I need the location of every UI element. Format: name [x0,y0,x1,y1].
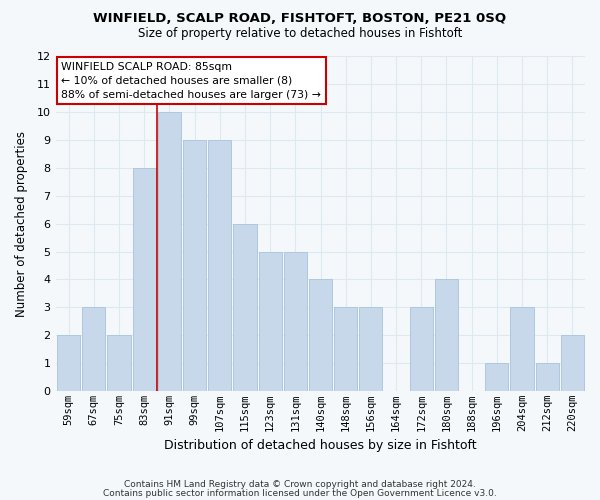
Y-axis label: Number of detached properties: Number of detached properties [15,130,28,316]
Bar [561,335,584,391]
Bar [511,308,533,391]
Bar [183,140,206,391]
Bar [284,252,307,391]
Bar [208,140,232,391]
Bar [107,335,131,391]
Text: WINFIELD, SCALP ROAD, FISHTOFT, BOSTON, PE21 0SQ: WINFIELD, SCALP ROAD, FISHTOFT, BOSTON, … [94,12,506,26]
Bar [309,280,332,391]
Text: Size of property relative to detached houses in Fishtoft: Size of property relative to detached ho… [138,28,462,40]
Bar [259,252,282,391]
Bar [334,308,357,391]
Text: Contains HM Land Registry data © Crown copyright and database right 2024.: Contains HM Land Registry data © Crown c… [124,480,476,489]
Bar [82,308,106,391]
X-axis label: Distribution of detached houses by size in Fishtoft: Distribution of detached houses by size … [164,440,477,452]
Bar [133,168,156,391]
Bar [158,112,181,391]
Bar [57,335,80,391]
Bar [485,363,508,391]
Bar [435,280,458,391]
Bar [536,363,559,391]
Bar [410,308,433,391]
Text: WINFIELD SCALP ROAD: 85sqm
← 10% of detached houses are smaller (8)
88% of semi-: WINFIELD SCALP ROAD: 85sqm ← 10% of deta… [61,62,321,100]
Text: Contains public sector information licensed under the Open Government Licence v3: Contains public sector information licen… [103,488,497,498]
Bar [359,308,382,391]
Bar [233,224,257,391]
